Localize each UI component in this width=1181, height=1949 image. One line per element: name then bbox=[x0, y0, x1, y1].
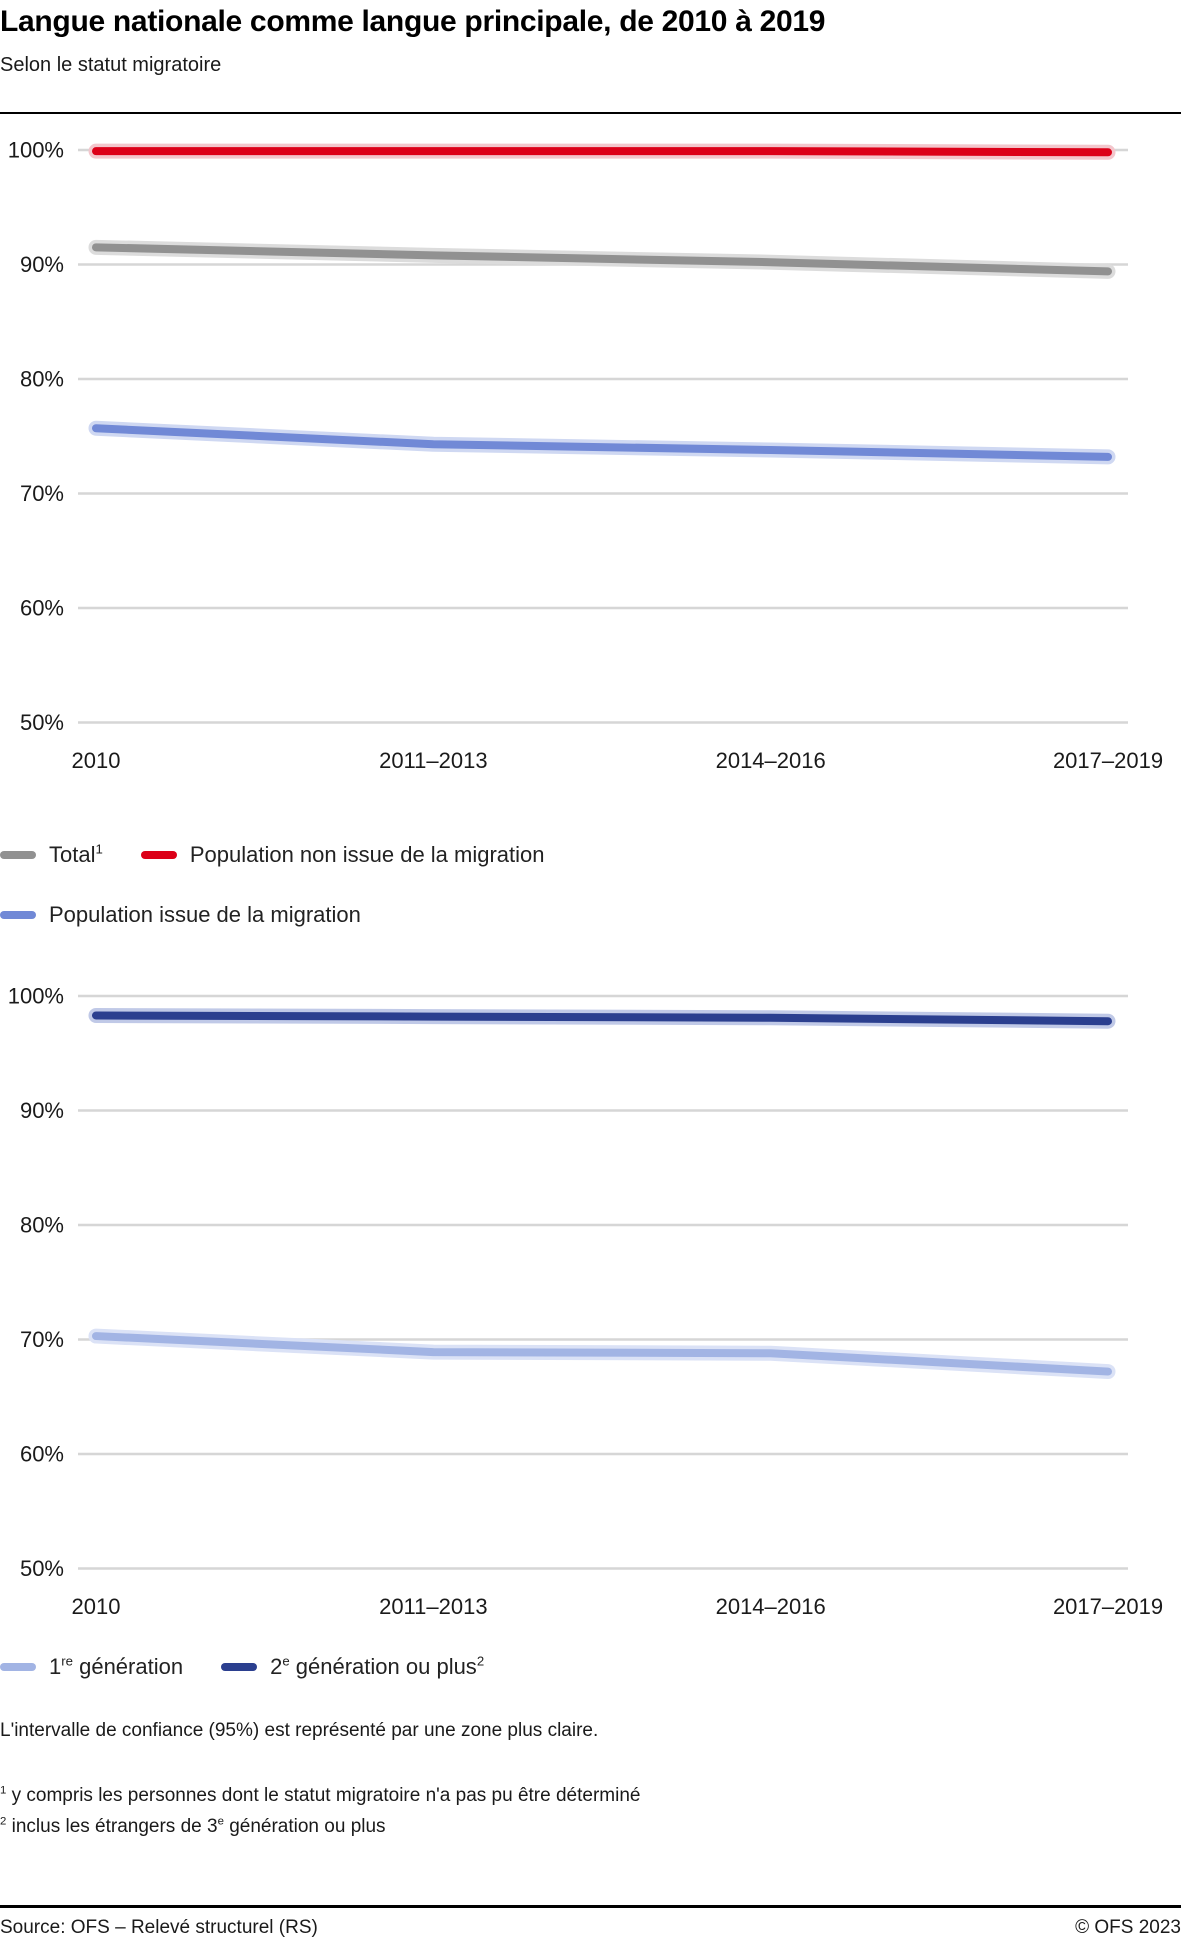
legend-label: 2e génération ou plus2 bbox=[270, 1650, 484, 1684]
y-tick-label-100: 100% bbox=[8, 983, 64, 1008]
legend-swatch bbox=[0, 850, 36, 859]
superscript-text: 1 bbox=[0, 1784, 7, 1797]
legend-label: Total1 bbox=[49, 838, 103, 872]
y-tick-label-90: 90% bbox=[20, 1098, 64, 1123]
legend-item: Population issue de la migration bbox=[0, 898, 361, 932]
legend-label: Population issue de la migration bbox=[49, 898, 361, 932]
label-text: inclus les étrangers de 3 bbox=[6, 1815, 218, 1837]
y-tick-label-70: 70% bbox=[20, 481, 64, 506]
header-divider bbox=[0, 111, 1181, 114]
label-text: Population issue de la migration bbox=[49, 901, 361, 927]
legend-item: 2e génération ou plus2 bbox=[221, 1650, 484, 1684]
footer: Source: OFS – Relevé structurel (RS) © O… bbox=[0, 1905, 1181, 1949]
legend-label: Population non issue de la migration bbox=[190, 838, 545, 872]
y-tick-label-60: 60% bbox=[20, 595, 64, 620]
x-tick-label-2011-2013: 2011–2013 bbox=[379, 1594, 488, 1619]
series-line-population-non-issue-de-la-migration bbox=[92, 146, 1112, 156]
x-tick-label-2010: 2010 bbox=[72, 1594, 121, 1619]
y-tick-label-80: 80% bbox=[20, 366, 64, 391]
label-text: génération bbox=[72, 1653, 184, 1679]
y-tick-label-100: 100% bbox=[8, 137, 64, 162]
legend-chart-migration-status: Total1 Population non issue de la migrati… bbox=[0, 838, 780, 932]
legend-swatch bbox=[140, 850, 177, 859]
superscript-text: re bbox=[61, 1653, 73, 1669]
label-text: Population non issue de la migration bbox=[189, 841, 545, 867]
x-tick-label-2017-2019: 2017–2019 bbox=[1053, 748, 1163, 773]
label-text: y compris les personnes dont le statut m… bbox=[6, 1784, 641, 1806]
label-text: 1 bbox=[49, 1653, 62, 1679]
y-tick-label-50: 50% bbox=[20, 710, 64, 735]
copyright-text: © OFS 2023 bbox=[1075, 1917, 1181, 1938]
superscript-text: e bbox=[217, 1815, 224, 1828]
series-line-1re-g-n-ration bbox=[92, 1331, 1112, 1376]
y-tick-label-80: 80% bbox=[20, 1212, 64, 1237]
x-tick-label-2017-2019: 2017–2019 bbox=[1053, 1594, 1163, 1619]
page-title: Langue nationale comme langue principale… bbox=[0, 5, 826, 38]
legend-item: Total1 bbox=[0, 838, 103, 872]
footnotes: 1 y compris les personnes dont le statut… bbox=[0, 1780, 1181, 1842]
x-tick-label-2014-2016: 2014–2016 bbox=[716, 748, 826, 773]
legend-swatch bbox=[0, 1662, 36, 1671]
footnote-1: 1 y compris les personnes dont le statut… bbox=[0, 1780, 1181, 1811]
legend-label: 1re génération bbox=[49, 1650, 183, 1684]
chart-migration-status: 100% 90% 80% 70% 60% 50% 2010 2011–2013 2014–201… bbox=[8, 137, 1163, 773]
series-line-total-1 bbox=[92, 242, 1112, 275]
superscript-text: 1 bbox=[95, 841, 103, 857]
y-tick-label-90: 90% bbox=[20, 252, 64, 277]
legend-swatch bbox=[221, 1662, 258, 1671]
confidence-interval-note: L'intervalle de confiance (95%) est repr… bbox=[0, 1719, 599, 1741]
label-text: 2 bbox=[270, 1653, 283, 1679]
superscript-text: 2 bbox=[476, 1653, 485, 1669]
legend-item: Population non issue de la migration bbox=[140, 838, 545, 872]
series-line-2e-g-n-ration-ou-plus-2 bbox=[92, 1010, 1112, 1025]
page-subtitle: Selon le statut migratoire bbox=[0, 53, 222, 76]
superscript-text: 2 bbox=[0, 1815, 7, 1828]
source-text: Source: OFS – Relevé structurel (RS) bbox=[0, 1917, 318, 1938]
label-text: Total bbox=[49, 841, 96, 867]
series-line-population-issue-de-la-migration bbox=[92, 423, 1112, 461]
label-text: génération ou plus bbox=[223, 1815, 386, 1837]
x-tick-label-2011-2013: 2011–2013 bbox=[379, 748, 488, 773]
y-tick-label-70: 70% bbox=[20, 1327, 64, 1352]
chart-generation: 100% 90% 80% 70% 60% 50% 2010 2011–2013 2014–201… bbox=[8, 983, 1163, 1619]
footnote-2: 2 inclus les étrangers de 3e génération … bbox=[0, 1811, 1181, 1842]
label-text: génération ou plus bbox=[289, 1653, 477, 1679]
legend-item: 1re génération bbox=[0, 1650, 183, 1684]
legend-chart-generation: 1re génération 2e génération ou plus2 bbox=[0, 1650, 780, 1684]
legend-swatch bbox=[0, 910, 36, 919]
y-tick-label-60: 60% bbox=[20, 1441, 64, 1466]
footer-divider bbox=[0, 1905, 1181, 1908]
x-tick-label-2010: 2010 bbox=[72, 748, 121, 773]
superscript-text: e bbox=[282, 1653, 290, 1669]
x-tick-label-2014-2016: 2014–2016 bbox=[716, 1594, 826, 1619]
y-tick-label-50: 50% bbox=[20, 1556, 64, 1581]
